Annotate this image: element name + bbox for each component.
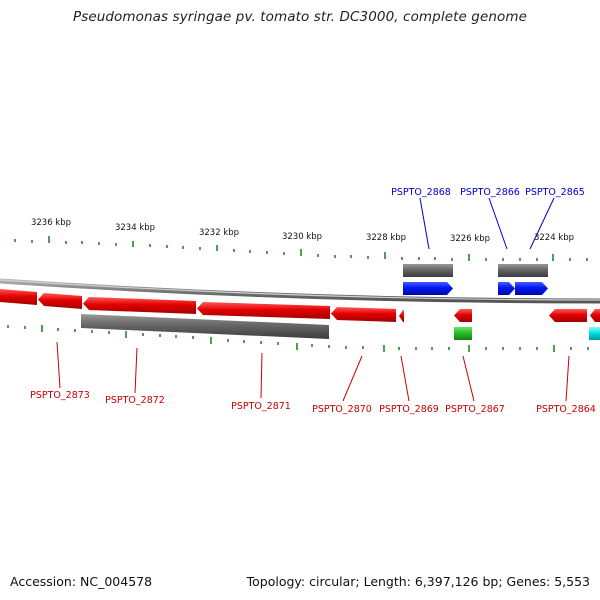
gene-label-2865: PSPTO_2865 bbox=[525, 187, 585, 198]
forward-features bbox=[403, 264, 548, 295]
axis-label: 3226 kbp bbox=[450, 234, 490, 244]
gene-arrow-2872 bbox=[83, 297, 196, 314]
bottom-leaders bbox=[56, 341, 570, 402]
axis-labels: 3236 kbp 3234 kbp 3232 kbp 3230 kbp 3228… bbox=[31, 218, 574, 244]
gene-arrow-2864 bbox=[549, 309, 587, 322]
gene-arrow-2866 bbox=[498, 282, 515, 295]
genome-backbone bbox=[0, 278, 600, 304]
gene-arrow-edge bbox=[590, 309, 600, 322]
gene-label-2869: PSPTO_2869 bbox=[379, 404, 439, 415]
gene-arrow-2865 bbox=[515, 282, 548, 295]
gene-label-2873: PSPTO_2873 bbox=[30, 390, 90, 401]
axis-label: 3224 kbp bbox=[534, 233, 574, 243]
gene-label-2866: PSPTO_2866 bbox=[460, 187, 520, 198]
map-title: Pseudomonas syringae pv. tomato str. DC3… bbox=[72, 9, 528, 25]
gray-feature-2872 bbox=[81, 314, 329, 339]
gene-label-2868: PSPTO_2868 bbox=[391, 187, 451, 198]
cyan-feature bbox=[589, 327, 600, 340]
lower-ticks bbox=[7, 325, 589, 352]
accession-text: Accession: NC_004578 bbox=[10, 574, 153, 589]
gene-label-2864: PSPTO_2864 bbox=[536, 404, 596, 415]
bottom-gene-labels: PSPTO_2873 PSPTO_2872 PSPTO_2871 PSPTO_2… bbox=[30, 390, 596, 415]
axis-label: 3230 kbp bbox=[282, 232, 322, 242]
reverse-features bbox=[0, 289, 600, 340]
gene-arrow-2869 bbox=[399, 310, 404, 322]
gene-arrow-2867 bbox=[454, 309, 472, 322]
gene-arrow-2874 bbox=[0, 289, 37, 305]
gene-label-2867: PSPTO_2867 bbox=[445, 404, 505, 415]
axis-label: 3228 kbp bbox=[366, 233, 406, 243]
gene-arrow-2871 bbox=[197, 302, 330, 319]
gray-feature-2866 bbox=[498, 264, 548, 277]
gene-arrow-2868 bbox=[403, 282, 453, 295]
gene-arrow-2870 bbox=[331, 307, 396, 322]
axis-label: 3234 kbp bbox=[115, 223, 155, 233]
top-gene-labels: PSPTO_2868 PSPTO_2866 PSPTO_2865 bbox=[391, 187, 585, 198]
axis-label: 3232 kbp bbox=[199, 228, 239, 238]
gray-feature-2868 bbox=[403, 264, 453, 277]
rna-feature-2867 bbox=[454, 327, 472, 340]
genome-summary-text: Topology: circular; Length: 6,397,126 bp… bbox=[246, 574, 590, 589]
gene-label-2870: PSPTO_2870 bbox=[312, 404, 372, 415]
gene-label-2872: PSPTO_2872 bbox=[105, 395, 165, 406]
gene-label-2871: PSPTO_2871 bbox=[231, 401, 291, 412]
upper-ticks bbox=[14, 236, 588, 261]
gene-arrow-2873 bbox=[38, 293, 82, 309]
top-leaders bbox=[419, 197, 555, 250]
axis-label: 3236 kbp bbox=[31, 218, 71, 228]
